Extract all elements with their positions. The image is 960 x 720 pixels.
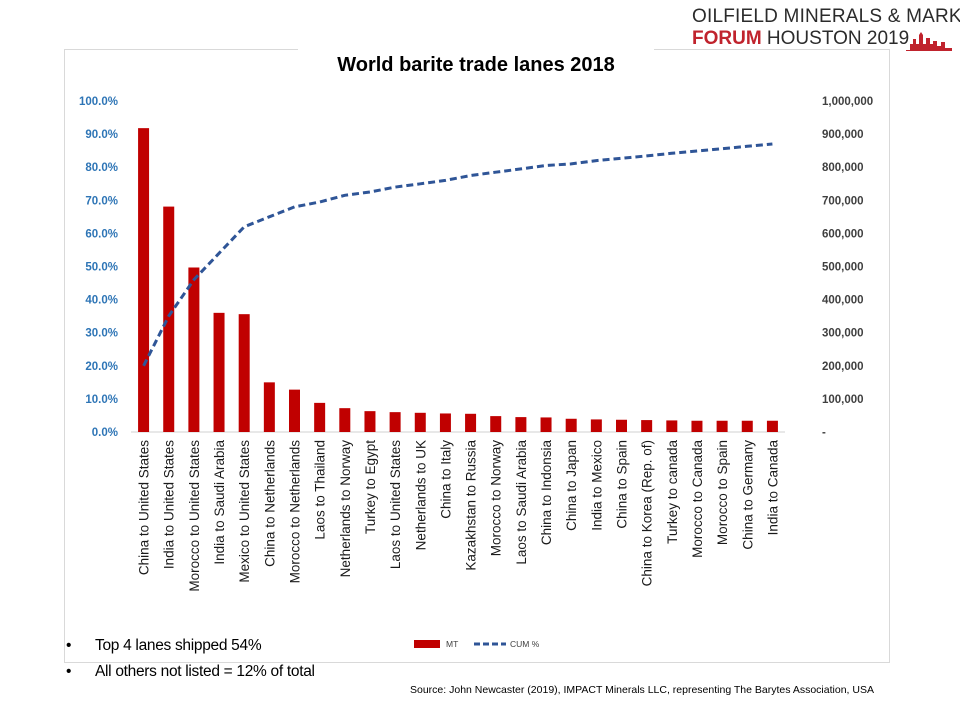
skyline-icon	[906, 32, 952, 51]
bar	[565, 418, 577, 432]
x-category-label: China to Korea (Rep. of)	[640, 440, 655, 586]
bullet: •	[66, 663, 72, 680]
y-left-tick-label: 10.0%	[85, 394, 118, 406]
y-right-tick-label: 800,000	[822, 162, 864, 174]
x-category-label: China to Spain	[615, 440, 630, 529]
x-category-label: China to Germany	[740, 440, 755, 550]
bar	[490, 416, 502, 432]
bar	[741, 420, 753, 432]
y-right-tick-label: 1,000,000	[822, 96, 873, 108]
x-category-label: India to Mexico	[589, 440, 604, 531]
bar	[616, 419, 627, 432]
bar	[289, 389, 300, 432]
y-right-tick-label: 900,000	[822, 129, 864, 141]
x-category-label: India to United States	[162, 440, 177, 569]
logo-line-1: OILFIELD MINERALS & MARKETS	[692, 6, 960, 27]
x-category-label: Netherlands to UK	[413, 440, 428, 550]
y-right-tick-label: 400,000	[822, 295, 864, 307]
logo-line-2: FORUM HOUSTON 2019	[692, 28, 952, 51]
bar	[138, 128, 150, 432]
x-category-label: Morocco to Netherlands	[288, 440, 303, 584]
source-citation: Source: John Newcaster (2019), IMPACT Mi…	[410, 684, 874, 696]
bar	[364, 411, 376, 432]
y-right-tick-label: 700,000	[822, 195, 864, 207]
bar	[590, 419, 602, 432]
bar	[163, 206, 175, 432]
x-category-label: Netherlands to Norway	[338, 440, 353, 578]
x-category-label: India to Saudi Arabia	[212, 440, 227, 565]
y-right-tick-label: 100,000	[822, 394, 864, 406]
chart-title: World barite trade lanes 2018	[337, 53, 615, 76]
x-category-label: Turkey to Egypt	[363, 440, 378, 534]
y-left-tick-label: 70.0%	[85, 195, 118, 207]
bar	[263, 382, 275, 432]
legend-swatch-mt	[414, 640, 440, 648]
bar	[641, 420, 653, 432]
x-category-label: Morocco to Spain	[715, 440, 730, 545]
y-left-tick-label: 30.0%	[85, 328, 118, 340]
bar	[465, 413, 477, 432]
x-category-label: Morocco to United States	[187, 440, 202, 592]
logo-location: HOUSTON 2019	[761, 28, 910, 49]
chart-frame	[64, 49, 890, 663]
y-right-tick-label: 200,000	[822, 361, 864, 373]
note-item: • All others not listed = 12% of total	[66, 662, 315, 688]
x-category-label: Laos to Saudi Arabia	[514, 440, 529, 565]
bar	[213, 312, 225, 432]
y-right-tick-label: 500,000	[822, 262, 864, 274]
y-left-tick-label: 90.0%	[85, 129, 118, 141]
x-category-label: Morocco to Canada	[690, 440, 705, 558]
bar	[414, 412, 426, 432]
bar	[439, 413, 451, 432]
logo-forum-word: FORUM	[692, 28, 762, 49]
cumulative-line	[142, 142, 773, 367]
x-category-label: China to Japan	[564, 440, 579, 531]
y-left-tick-label: 0.0%	[92, 427, 118, 439]
bar	[766, 420, 778, 432]
bar	[540, 417, 552, 432]
x-category-label: China to Netherlands	[262, 440, 277, 567]
y-left-tick-label: 50.0%	[85, 262, 118, 274]
bar	[666, 420, 678, 432]
x-category-label: China to United States	[137, 440, 152, 575]
forum-logo: OILFIELD MINERALS & MARKETS FORUM HOUSTO…	[692, 6, 960, 51]
y-left-tick-label: 100.0%	[79, 96, 118, 108]
bar	[238, 314, 250, 432]
legend-label-cum: CUM %	[510, 639, 540, 649]
key-notes: • Top 4 lanes shipped 54% • All others n…	[66, 636, 315, 688]
x-category-label: Laos to United States	[388, 440, 403, 569]
note-text: Top 4 lanes shipped 54%	[95, 637, 262, 654]
x-category-label: Kazakhstan to Russia	[464, 440, 479, 571]
bar	[389, 412, 401, 432]
bullet: •	[66, 637, 72, 654]
y-right-tick-label: 600,000	[822, 228, 864, 240]
x-category-label: China to Italy	[438, 440, 453, 519]
y-left-tick-label: 60.0%	[85, 228, 118, 240]
x-category-label: Morocco to Norway	[489, 440, 504, 557]
y-left-tick-label: 80.0%	[85, 162, 118, 174]
x-category-label: Mexico to United States	[237, 440, 252, 583]
chart-title-box: World barite trade lanes 2018	[298, 44, 654, 86]
note-text: All others not listed = 12% of total	[95, 663, 315, 680]
x-category-label: Turkey to canada	[665, 440, 680, 544]
y-left-tick-label: 40.0%	[85, 295, 118, 307]
y-right-tick-label: -	[822, 427, 826, 439]
note-item: • Top 4 lanes shipped 54%	[66, 636, 315, 662]
bar	[691, 420, 703, 432]
bar	[716, 420, 728, 432]
bar	[515, 417, 527, 432]
x-category-label: India to Canada	[765, 440, 780, 536]
x-category-label: China to Indonsia	[539, 440, 554, 546]
bar	[339, 408, 351, 432]
legend-label-mt: MT	[446, 639, 458, 649]
bar	[188, 267, 200, 432]
bar	[314, 402, 326, 432]
y-left-tick-label: 20.0%	[85, 361, 118, 373]
x-category-label: Laos to Thailand	[313, 440, 328, 540]
y-right-tick-label: 300,000	[822, 328, 864, 340]
